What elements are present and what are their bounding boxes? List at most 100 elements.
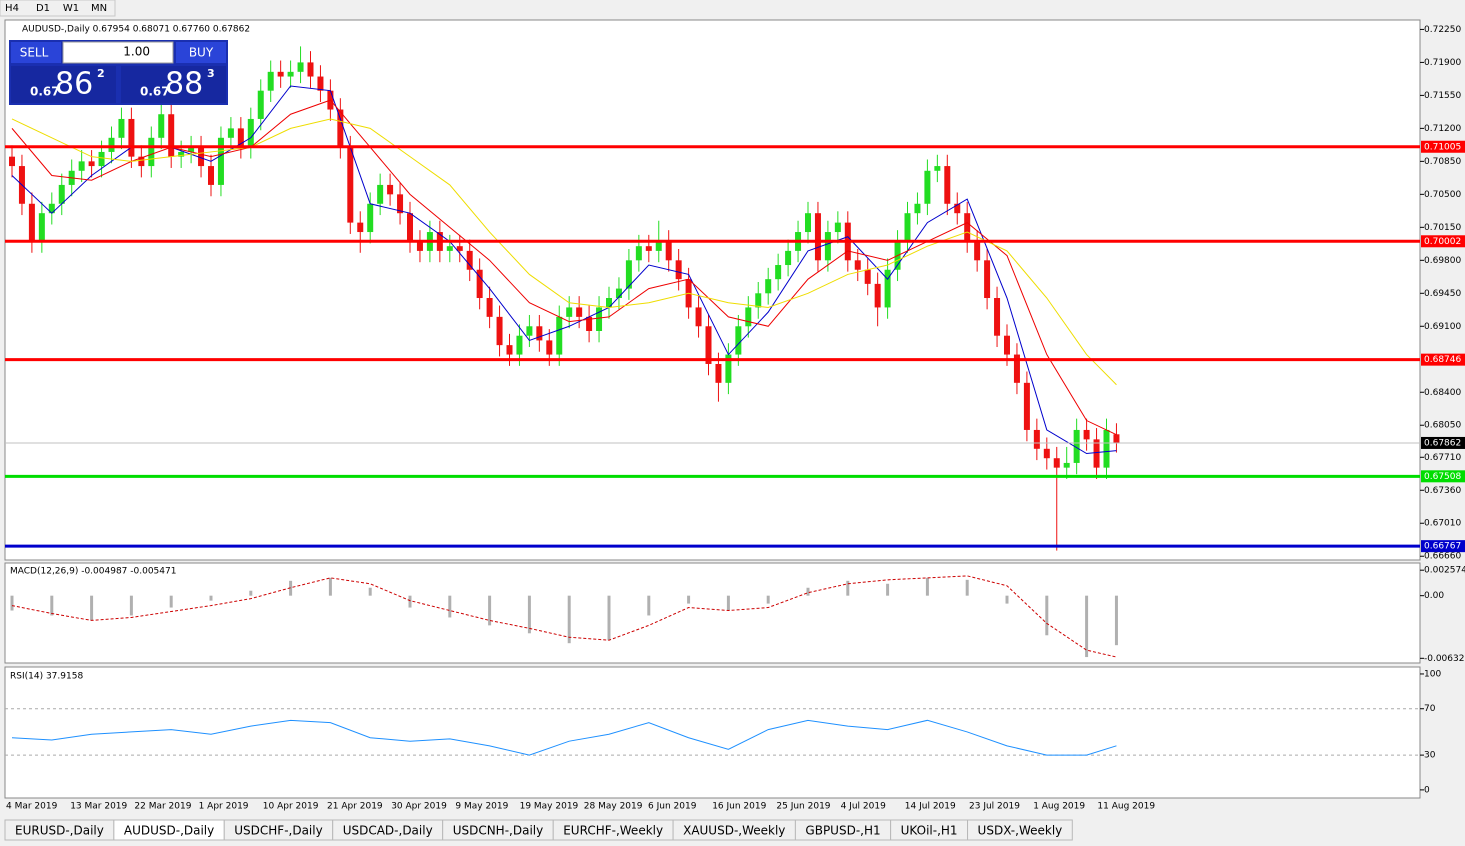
buy-button[interactable]: [176, 42, 226, 63]
candle-body: [28, 203, 35, 242]
level-label: 0.71005: [1424, 142, 1461, 152]
candle-body: [994, 298, 1001, 336]
tf-button[interactable]: W1: [63, 3, 79, 14]
tf-button[interactable]: D1: [36, 3, 50, 14]
candle-body: [526, 326, 533, 336]
sell-button[interactable]: [11, 42, 61, 63]
tab-label: USDCNH-,Daily: [453, 824, 544, 838]
candle-body: [884, 269, 891, 308]
y-tick-label: 0.69450: [1424, 289, 1461, 299]
candle-body: [1093, 439, 1100, 468]
x-tick-label: 4 Mar 2019: [6, 802, 58, 812]
level-label: 0.70002: [1424, 237, 1461, 247]
y-tick-label: 0.67710: [1424, 453, 1461, 463]
candle-body: [556, 316, 563, 355]
tf-button[interactable]: H4: [5, 3, 19, 14]
tab-label: UKOil-,H1: [901, 824, 958, 838]
candle-body: [924, 170, 931, 204]
candle-body: [178, 151, 185, 157]
candle-body: [854, 260, 861, 270]
buy-prefix: 0.67: [140, 85, 170, 99]
candle-body: [864, 269, 871, 284]
candle-body: [1033, 429, 1040, 449]
candle-body: [506, 345, 513, 355]
candle-body: [88, 161, 95, 167]
candle-body: [357, 222, 364, 233]
candle-body: [904, 213, 911, 242]
candle-body: [974, 241, 981, 261]
y-tick-label: 0.71200: [1424, 124, 1461, 134]
candle-body: [237, 128, 244, 148]
candle-body: [934, 166, 941, 171]
candle-body: [964, 213, 971, 242]
candle-body: [38, 213, 45, 242]
candle-body: [387, 184, 394, 195]
candle-body: [1043, 448, 1050, 459]
tab[interactable]: [967, 819, 1073, 841]
y-tick-label: 0.69800: [1424, 256, 1461, 266]
level-box: [1421, 140, 1465, 153]
candle-body: [297, 62, 304, 72]
candle-body: [715, 363, 722, 383]
level-label: 0.67508: [1424, 472, 1461, 482]
x-tick-label: 25 Jun 2019: [776, 802, 830, 812]
candle-body: [635, 246, 642, 261]
candle-body: [944, 166, 951, 204]
y-tick-label: 0.71900: [1424, 58, 1461, 68]
candle-body: [586, 316, 593, 331]
candle-body: [785, 250, 792, 266]
tf-button[interactable]: MN: [91, 3, 107, 14]
x-tick-label: 23 Jul 2019: [969, 802, 1020, 812]
candle-body: [168, 114, 175, 157]
candle-body: [347, 147, 354, 223]
candle-body: [814, 213, 821, 261]
y-tick-label: 0.68050: [1424, 421, 1461, 431]
candle-body: [536, 326, 543, 341]
rsi-panel: [4, 666, 1421, 799]
candle-body: [914, 203, 921, 214]
candle-body: [98, 151, 105, 167]
candle-body: [247, 118, 254, 148]
x-tick-label: 11 Aug 2019: [1097, 802, 1155, 812]
x-tick-label: 1 Apr 2019: [199, 802, 249, 812]
candle-body: [158, 114, 165, 138]
y-tick-label: 0.002574: [1424, 566, 1465, 576]
level-box: [1421, 235, 1465, 248]
candle-body: [496, 316, 503, 346]
candle-body: [775, 265, 782, 280]
y-tick-label: 0.70150: [1424, 223, 1461, 233]
current-price-label: 0.67862: [1424, 438, 1461, 448]
sell-sup: 2: [97, 67, 105, 80]
x-tick-label: 4 Jul 2019: [841, 802, 886, 812]
buy-price-box[interactable]: [121, 66, 226, 103]
x-tick-label: 10 Apr 2019: [263, 802, 319, 812]
y-tick-label: -0.006326: [1424, 654, 1465, 664]
y-tick-label: 100: [1424, 669, 1441, 679]
main-panel: [4, 19, 1421, 561]
candle-body: [58, 184, 65, 204]
candle-body: [277, 71, 284, 77]
x-tick-label: 21 Apr 2019: [327, 802, 383, 812]
level-label: 0.68746: [1424, 355, 1461, 365]
buy-sup: 3: [207, 67, 215, 80]
candle-body: [148, 137, 155, 167]
y-tick-label: 0.72250: [1424, 25, 1461, 35]
candle-body: [208, 166, 214, 185]
rsi-title: RSI(14) 37.9158: [10, 672, 83, 682]
candle-body: [625, 260, 632, 289]
candle-body: [735, 326, 742, 355]
candle-body: [1063, 462, 1070, 468]
sell-price-box[interactable]: [11, 66, 116, 103]
candle-body: [576, 307, 583, 317]
toolbar-bg: [0, 0, 116, 17]
x-tick-label: 28 May 2019: [584, 802, 643, 812]
lot-field[interactable]: [62, 41, 174, 64]
y-tick-label: 0: [1424, 785, 1430, 795]
tab-label: GBPUSD-,H1: [805, 824, 880, 838]
candle-body: [78, 161, 85, 171]
y-tick-label: 0.00: [1424, 591, 1444, 601]
level-box: [1421, 470, 1465, 483]
toolbar: H4 D1 W1 MN: [0, 0, 116, 17]
x-tick-label: 19 May 2019: [520, 802, 579, 812]
y-tick-label: 0.67360: [1424, 486, 1461, 496]
